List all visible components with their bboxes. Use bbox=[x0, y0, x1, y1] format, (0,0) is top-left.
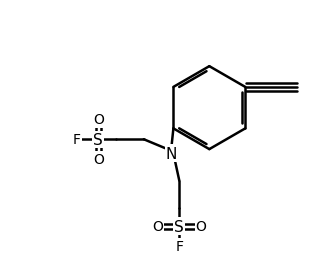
Text: F: F bbox=[175, 239, 183, 253]
Text: F: F bbox=[73, 133, 81, 147]
Text: N: N bbox=[166, 146, 177, 161]
Text: O: O bbox=[196, 219, 206, 233]
Text: O: O bbox=[93, 152, 104, 166]
Text: S: S bbox=[93, 132, 103, 147]
Text: O: O bbox=[152, 219, 163, 233]
Text: O: O bbox=[93, 113, 104, 127]
Text: S: S bbox=[175, 219, 184, 234]
